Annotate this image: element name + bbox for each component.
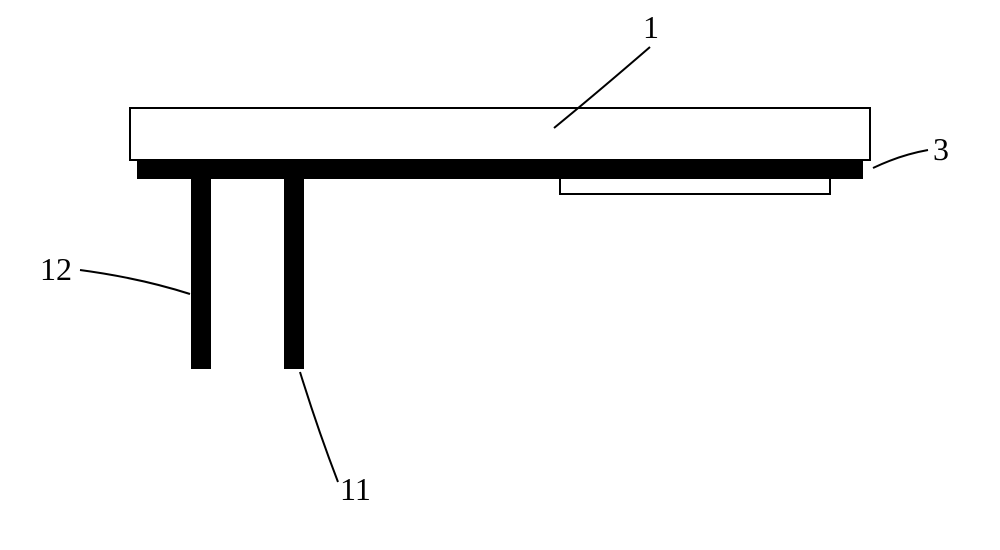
label-1: 1	[643, 9, 659, 45]
part-small-plate	[560, 178, 830, 194]
leader-12	[80, 270, 190, 294]
label-12: 12	[40, 251, 72, 287]
leader-3	[873, 150, 928, 168]
part-horizontal-bar	[138, 160, 862, 178]
leader-11	[300, 372, 338, 482]
part-top-plate	[130, 108, 870, 160]
leader-1	[554, 47, 650, 128]
part-post-right	[285, 178, 303, 368]
diagram-canvas: 1 3 12 11	[0, 0, 1000, 550]
label-11: 11	[340, 471, 371, 507]
part-post-left	[192, 178, 210, 368]
label-3: 3	[933, 131, 949, 167]
